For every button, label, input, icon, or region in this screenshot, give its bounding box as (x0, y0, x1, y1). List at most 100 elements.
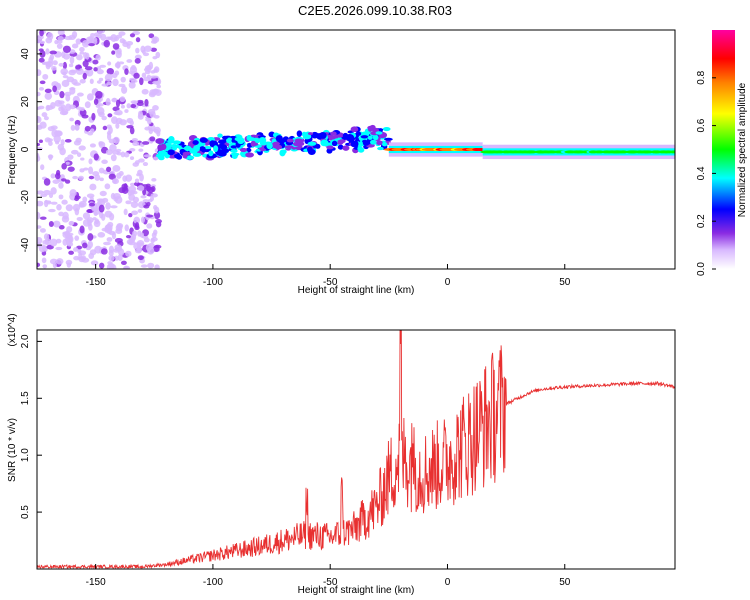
spectrogram-noise-cell (110, 154, 117, 162)
spectrogram-noise-cell (37, 154, 41, 162)
spectrogram-noise-cell (111, 50, 116, 55)
spectrogram-noise-cell (88, 43, 95, 47)
spectrogram-noise-cell (76, 92, 84, 97)
spectrogram-noise-cell (45, 48, 50, 55)
spectrogram-noise-cell (42, 73, 49, 80)
spectrogram-signal-cell (193, 145, 200, 152)
colorbar-gradient (712, 30, 735, 269)
spectrogram-noise-cell (125, 250, 132, 257)
spectrogram-noise-cell (55, 258, 64, 265)
spectrogram-signal-cell (370, 139, 377, 145)
spectrogram-noise-cell (128, 212, 133, 218)
spectrogram-signal-cell (209, 140, 216, 148)
spectrogram-noise-cell (150, 237, 155, 244)
spectrogram-noise-cell (58, 182, 64, 189)
snr-frame (36, 329, 676, 570)
spectrogram-signal-cell (217, 133, 223, 138)
spectrogram-signal-cell (274, 144, 283, 150)
spectrogram-noise-cell (105, 202, 111, 210)
spectrogram-noise-cell (150, 70, 156, 74)
spectrogram-noise-cell (68, 63, 74, 68)
spectrogram-noise-cell (134, 57, 141, 64)
spectrogram-signal-cell (372, 134, 379, 141)
spectrogram-noise-cell (115, 122, 120, 129)
spectrogram-noise-cell (50, 187, 57, 195)
y-tick-label: 1.5 (20, 391, 31, 405)
spectrogram-signal-cell (367, 135, 373, 140)
spectrogram-noise-cell (67, 166, 75, 172)
spectrogram-noise-cell (113, 111, 121, 116)
spectrogram-noise-cell (153, 229, 158, 236)
spectrogram-noise-cell (137, 255, 144, 261)
spectrogram-noise-cell (135, 47, 140, 54)
spectrogram-noise-cell (42, 264, 48, 269)
spectrogram-noise-cell (129, 126, 135, 135)
spectrogram-noise-cell (44, 92, 53, 100)
x-tick-label: -100 (203, 277, 223, 288)
spectrogram-noise-cell (65, 161, 70, 165)
spectrogram-noise-cell (62, 61, 67, 70)
spectrogram-noise-cell (37, 211, 41, 220)
spectrogram-signal-cell (375, 131, 383, 135)
spectrogram-signal-cell (165, 142, 171, 146)
spectrogram-noise-cell (137, 208, 143, 213)
snr-y-label: SNR (10 * v/v) (7, 418, 18, 482)
spectrogram-noise-cell (78, 145, 86, 151)
spectrogram-noise-cell (39, 50, 46, 58)
spectrogram-noise-cell (38, 57, 45, 63)
spectrogram-noise-cell (120, 104, 125, 109)
spectrogram-noise-cell (37, 69, 42, 77)
spectrogram-noise-cell (89, 128, 95, 134)
spectrogram-noise-cell (69, 189, 77, 197)
spectrogram-x-ticks: -150 -100 -50 0 50 (86, 264, 571, 288)
spectrogram-noise-cell (114, 244, 122, 251)
spectrogram-noise-cell (88, 175, 95, 180)
spectrogram-noise-cell (50, 173, 56, 179)
spectrogram-noise-cell (94, 245, 102, 254)
spectrogram-noise-cell (150, 40, 158, 44)
spectrogram-signal-cell (176, 154, 183, 160)
spectrogram-noise-cell (112, 78, 119, 87)
spectrogram-signal-cell (259, 141, 268, 146)
spectrogram-noise-cell (143, 45, 152, 52)
spectrogram-noise-cell (37, 91, 41, 97)
spectrogram-noise-cell (80, 157, 85, 161)
spectrogram-noise-cell (106, 166, 112, 172)
spectrogram-noise-cell (139, 173, 144, 182)
spectrogram-noise-cell (69, 87, 76, 91)
spectrogram-noise-cell (112, 178, 119, 185)
x-tick-label: 50 (559, 577, 571, 588)
spectrogram-noise-cell (82, 60, 89, 68)
spectrogram-noise-cell (119, 96, 126, 103)
spectrogram-noise-cell (87, 240, 94, 249)
spectrogram-band-core (525, 150, 538, 154)
spectrogram-noise-cell (98, 204, 105, 213)
spectrogram-noise-cell (66, 76, 75, 83)
spectrogram-noise-cell (139, 77, 144, 86)
spectrogram-noise-cell (88, 158, 93, 165)
spectrogram-signal-cell (307, 141, 317, 146)
spectrogram-signal-cell (383, 137, 393, 141)
spectrogram-noise-cell (84, 125, 91, 132)
colorbar-tick-label: 0.2 (696, 214, 707, 228)
spectrogram-signal-cell (353, 140, 359, 148)
spectrogram-noise-cell (126, 103, 131, 109)
spectrogram-noise-cell (48, 208, 56, 213)
snr-series-line (37, 330, 675, 569)
spectrogram-noise-cell (79, 168, 85, 173)
y-tick-label: -40 (20, 237, 31, 252)
spectrogram-noise-cell (129, 33, 136, 38)
spectrogram-noise-cell (156, 84, 162, 89)
spectrogram-noise-cell (61, 178, 67, 182)
spectrogram-signal-cell (155, 138, 165, 145)
spectrogram-noise-cell (58, 62, 64, 67)
spectrogram-noise-cell (143, 237, 150, 243)
spectrogram-signal-cell (376, 140, 383, 146)
spectrogram-noise-cell (79, 78, 86, 84)
spectrogram-noise-cell (66, 226, 73, 233)
spectrogram-noise-cell (37, 37, 42, 44)
spectrogram-noise-cell (146, 64, 152, 73)
spectrogram-noise-cell (94, 174, 101, 181)
spectrogram-noise-cell (148, 128, 153, 135)
spectrogram-noise-cell (56, 169, 61, 176)
